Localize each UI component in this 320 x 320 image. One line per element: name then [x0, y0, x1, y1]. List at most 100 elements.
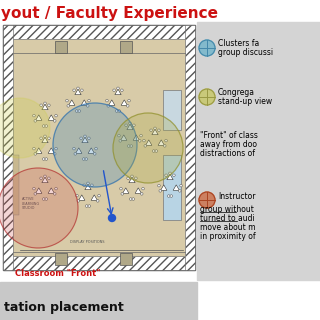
Circle shape [128, 99, 130, 102]
Circle shape [113, 89, 116, 92]
Polygon shape [152, 129, 158, 135]
Bar [13, 39, 185, 256]
Circle shape [73, 147, 75, 150]
Circle shape [34, 153, 36, 155]
Circle shape [96, 200, 99, 202]
Circle shape [87, 182, 89, 185]
Circle shape [83, 158, 85, 160]
Bar [3, 25, 195, 39]
Circle shape [66, 99, 68, 102]
Circle shape [167, 195, 170, 197]
Circle shape [33, 114, 35, 117]
Polygon shape [79, 195, 85, 200]
Circle shape [155, 150, 158, 152]
Circle shape [144, 145, 147, 147]
Circle shape [76, 194, 78, 197]
Text: Classroom "Front": Classroom "Front" [15, 269, 100, 278]
Circle shape [45, 158, 48, 160]
Circle shape [165, 174, 167, 177]
Text: Congrega: Congrega [218, 87, 255, 97]
Polygon shape [36, 188, 42, 193]
Polygon shape [129, 177, 135, 183]
Circle shape [85, 158, 88, 160]
Polygon shape [42, 104, 48, 110]
Circle shape [199, 40, 215, 56]
Polygon shape [121, 100, 127, 105]
Circle shape [44, 175, 46, 178]
Circle shape [0, 168, 78, 248]
Polygon shape [161, 185, 167, 190]
Circle shape [150, 129, 152, 132]
Circle shape [135, 177, 137, 180]
Circle shape [131, 175, 133, 178]
Circle shape [120, 187, 122, 190]
Circle shape [45, 198, 48, 200]
Circle shape [164, 145, 166, 147]
Bar [163, 155, 181, 220]
Circle shape [159, 189, 162, 192]
Circle shape [152, 150, 155, 152]
Circle shape [53, 103, 137, 187]
Circle shape [55, 114, 57, 117]
Circle shape [34, 120, 36, 122]
Circle shape [77, 200, 80, 202]
Circle shape [107, 105, 109, 107]
Polygon shape [135, 188, 141, 193]
Circle shape [165, 139, 167, 142]
Polygon shape [42, 177, 48, 183]
Polygon shape [146, 140, 152, 145]
Text: tation placement: tation placement [4, 300, 124, 314]
Text: away from doo: away from doo [200, 140, 257, 148]
Circle shape [80, 137, 83, 140]
Polygon shape [68, 100, 75, 105]
Circle shape [83, 184, 85, 187]
Circle shape [43, 125, 45, 127]
Bar [185, 25, 195, 270]
Bar [163, 90, 181, 130]
Polygon shape [85, 184, 91, 190]
Text: Instructor: Instructor [218, 191, 255, 201]
Circle shape [169, 172, 171, 175]
Polygon shape [133, 135, 140, 140]
Circle shape [140, 134, 142, 137]
Circle shape [158, 184, 160, 187]
Polygon shape [127, 124, 133, 130]
Polygon shape [123, 188, 129, 193]
Circle shape [127, 145, 130, 147]
Circle shape [33, 147, 35, 150]
Circle shape [88, 205, 91, 207]
Circle shape [140, 193, 143, 195]
Circle shape [118, 134, 120, 137]
Circle shape [76, 110, 78, 112]
Circle shape [95, 147, 97, 150]
Text: "Front" of class: "Front" of class [200, 131, 258, 140]
Circle shape [81, 89, 83, 92]
Polygon shape [82, 137, 88, 143]
Bar [55, 253, 67, 265]
Text: distractions of: distractions of [200, 148, 255, 157]
Polygon shape [48, 148, 54, 153]
Circle shape [199, 89, 215, 105]
Polygon shape [121, 135, 127, 140]
Circle shape [180, 184, 182, 187]
Text: group without: group without [200, 204, 254, 213]
Circle shape [33, 187, 35, 190]
Circle shape [45, 125, 48, 127]
Circle shape [53, 120, 56, 122]
Bar [3, 25, 195, 270]
Polygon shape [158, 140, 164, 145]
Circle shape [108, 214, 116, 221]
Text: move about m: move about m [200, 222, 255, 231]
Circle shape [117, 87, 119, 90]
Circle shape [73, 89, 76, 92]
Circle shape [121, 89, 123, 92]
Circle shape [86, 105, 89, 107]
Circle shape [154, 127, 156, 130]
Circle shape [116, 110, 118, 112]
Circle shape [43, 158, 45, 160]
Circle shape [126, 105, 129, 107]
Polygon shape [173, 185, 180, 190]
Circle shape [143, 139, 145, 142]
Circle shape [127, 177, 129, 180]
Text: DISPLAY POSITIONS: DISPLAY POSITIONS [70, 240, 105, 244]
